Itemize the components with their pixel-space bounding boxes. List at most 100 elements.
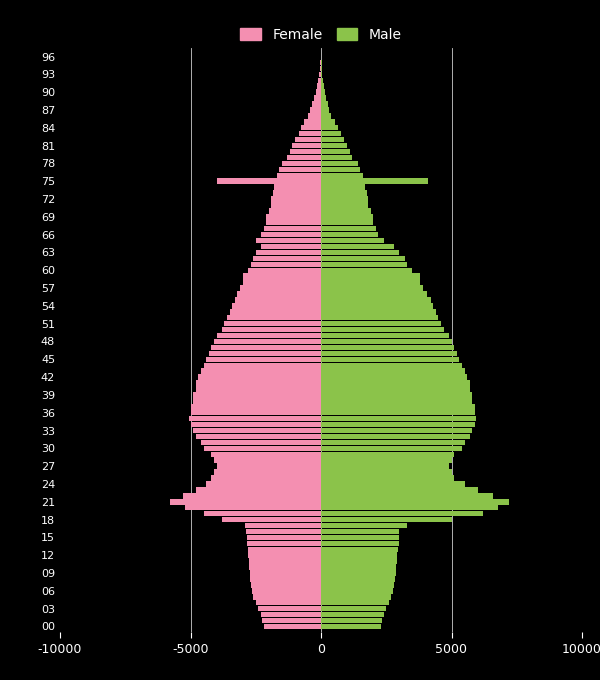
Bar: [247, 541, 321, 546]
Bar: [232, 303, 321, 309]
Bar: [191, 422, 321, 427]
Bar: [321, 119, 335, 124]
Bar: [321, 178, 428, 184]
Bar: [211, 345, 321, 350]
Bar: [256, 238, 321, 243]
Legend: Female, Male: Female, Male: [235, 22, 407, 48]
Bar: [282, 160, 321, 166]
Bar: [191, 404, 321, 409]
Bar: [261, 612, 321, 617]
Bar: [321, 160, 358, 166]
Bar: [321, 398, 472, 404]
Bar: [269, 208, 321, 214]
Bar: [321, 202, 368, 207]
Bar: [214, 339, 321, 344]
Bar: [321, 113, 331, 118]
Bar: [203, 511, 321, 516]
Bar: [321, 618, 382, 624]
Bar: [271, 202, 321, 207]
Bar: [266, 214, 321, 220]
Bar: [301, 125, 321, 131]
Bar: [321, 499, 509, 505]
Bar: [321, 564, 396, 570]
Bar: [321, 267, 412, 273]
Bar: [321, 66, 322, 71]
Bar: [170, 499, 321, 505]
Bar: [251, 582, 321, 588]
Bar: [256, 600, 321, 605]
Bar: [321, 534, 399, 540]
Bar: [321, 523, 407, 528]
Bar: [321, 475, 454, 481]
Bar: [248, 547, 321, 552]
Bar: [201, 440, 321, 445]
Bar: [277, 173, 321, 178]
Bar: [211, 475, 321, 481]
Bar: [259, 606, 321, 611]
Bar: [320, 60, 321, 65]
Bar: [261, 243, 321, 250]
Bar: [321, 481, 464, 487]
Bar: [249, 564, 321, 570]
Bar: [321, 273, 420, 279]
Bar: [321, 321, 441, 326]
Bar: [321, 327, 443, 333]
Bar: [271, 197, 321, 202]
Bar: [321, 464, 449, 469]
Bar: [273, 190, 321, 196]
Bar: [321, 345, 454, 350]
Bar: [321, 606, 386, 611]
Bar: [242, 273, 321, 279]
Bar: [196, 380, 321, 386]
Bar: [321, 95, 326, 101]
Bar: [321, 351, 457, 356]
Bar: [191, 410, 321, 415]
Bar: [321, 71, 322, 77]
Bar: [274, 184, 321, 190]
Bar: [247, 529, 321, 534]
Bar: [279, 167, 321, 172]
Bar: [235, 297, 321, 303]
Bar: [321, 89, 325, 95]
Bar: [250, 571, 321, 576]
Bar: [321, 315, 439, 320]
Bar: [217, 333, 321, 338]
Bar: [321, 505, 499, 511]
Bar: [316, 89, 321, 95]
Bar: [248, 267, 321, 273]
Bar: [321, 487, 478, 492]
Bar: [321, 529, 400, 534]
Bar: [321, 369, 464, 374]
Bar: [321, 291, 427, 296]
Bar: [321, 428, 472, 433]
Bar: [321, 493, 493, 498]
Bar: [310, 107, 321, 113]
Bar: [321, 220, 373, 226]
Bar: [287, 155, 321, 160]
Bar: [245, 523, 321, 528]
Bar: [203, 362, 321, 368]
Bar: [321, 297, 431, 303]
Bar: [321, 238, 383, 243]
Bar: [321, 214, 373, 220]
Bar: [201, 369, 321, 374]
Bar: [317, 84, 321, 89]
Bar: [247, 534, 321, 540]
Bar: [321, 286, 423, 291]
Bar: [196, 386, 321, 392]
Bar: [295, 137, 321, 142]
Bar: [319, 71, 321, 77]
Bar: [211, 452, 321, 457]
Bar: [321, 588, 393, 594]
Bar: [263, 226, 321, 231]
Bar: [321, 155, 352, 160]
Bar: [251, 262, 321, 267]
Bar: [250, 576, 321, 581]
Bar: [321, 232, 379, 237]
Bar: [240, 286, 321, 291]
Bar: [292, 143, 321, 148]
Bar: [214, 458, 321, 463]
Bar: [193, 398, 321, 404]
Bar: [196, 434, 321, 439]
Bar: [185, 505, 321, 511]
